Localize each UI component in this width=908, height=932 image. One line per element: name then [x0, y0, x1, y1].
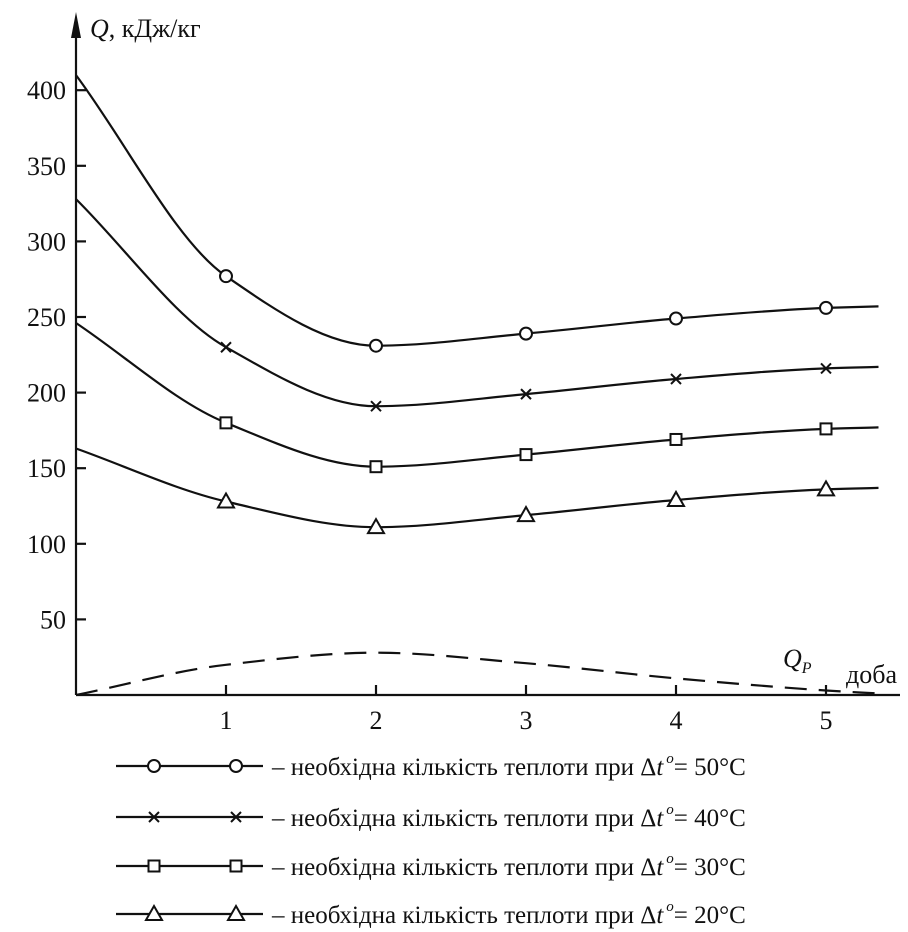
legend-label-suffix: = 20°C [674, 902, 746, 929]
legend: – необхідна кількість теплоти при Δt o= 5… [116, 751, 746, 929]
series-2-point-1 [219, 416, 233, 430]
x-tick-label-5: 5 [820, 706, 833, 735]
legend-label-2: – необхідна кількість теплоти при Δt o= 3… [271, 851, 746, 881]
legend-label-var: t [656, 902, 664, 929]
legend-item-2: – необхідна кількість теплоти при Δt o= 3… [116, 851, 746, 881]
legend-label-prefix: – необхідна кількість теплоти при Δ [271, 902, 656, 929]
y-tick-label-200: 200 [27, 379, 66, 408]
legend-item-1: – необхідна кількість теплоти при Δt o= 4… [116, 802, 746, 832]
legend-marker-0-b [229, 759, 243, 773]
dashed-series-label: QP [783, 644, 812, 677]
series-1 [75, 198, 879, 412]
series-2-point-5 [819, 422, 833, 436]
y-tick-label-250: 250 [27, 303, 66, 332]
series-1-point-3 [520, 388, 532, 400]
series-0-point-1 [219, 269, 233, 284]
legend-label-0: – необхідна кількість теплоти при Δt o= 5… [271, 751, 746, 781]
series-3-point-4 [666, 489, 686, 507]
y-axis-arrow [71, 12, 81, 38]
y-tick-label-350: 350 [27, 152, 66, 181]
y-tick-label-300: 300 [27, 227, 66, 256]
x-tick-label-3: 3 [520, 706, 533, 735]
y-tick-label-100: 100 [27, 530, 66, 559]
y-tick-label-50: 50 [40, 605, 66, 634]
series-0-point-4 [669, 311, 683, 326]
ticks: 50 100 150 200 250 300 350 400 1 2 3 4 5 [27, 76, 833, 735]
legend-label-1: – необхідна кількість теплоти при Δt o= 4… [271, 802, 746, 832]
x-tick-label-1: 1 [220, 706, 233, 735]
legend-label-suffix: = 50°C [674, 754, 746, 781]
y-tick-label-150: 150 [27, 454, 66, 483]
series-line-2 [75, 322, 879, 468]
legend-label-sup: o [666, 851, 674, 867]
legend-label-suffix: = 30°C [674, 854, 746, 881]
legend-marker-1-b [230, 811, 242, 823]
legend-label-prefix: – необхідна кількість теплоти при Δ [271, 754, 656, 781]
x-tick-label-4: 4 [670, 706, 683, 735]
legend-label-suffix: = 40°C [674, 805, 746, 832]
legend-item-3: – необхідна кількість теплоти при Δt o= 2… [116, 899, 746, 929]
dashed-series-line [75, 651, 879, 697]
series-3-point-1 [216, 491, 236, 509]
legend-label-var: t [656, 854, 664, 881]
legend-marker-0-a [147, 759, 161, 773]
series-3-point-2 [366, 517, 386, 535]
legend-label-3: – необхідна кількість теплоти при Δt o= 2… [271, 899, 746, 929]
legend-marker-2-a [147, 859, 161, 873]
series-1-point-4 [670, 373, 682, 385]
series-3-point-3 [516, 505, 536, 523]
axis-titles: Q, кДж/кг доба QP [90, 14, 897, 689]
legend-marker-2-b [229, 859, 243, 873]
legend-label-var: t [656, 754, 664, 781]
dashed-series-label-sub: P [801, 660, 812, 677]
series-2 [75, 322, 879, 474]
x-tick-label-2: 2 [370, 706, 383, 735]
series-0 [75, 74, 879, 353]
series-3 [75, 447, 879, 535]
series-0-point-5 [819, 300, 833, 315]
legend-label-sup: o [666, 899, 674, 915]
dashed-series-label-symbol: Q [783, 644, 802, 673]
series-1-point-5 [820, 362, 832, 375]
x-axis-title: доба [846, 660, 897, 689]
series-2-point-2 [369, 460, 383, 474]
legend-marker-3-a [144, 903, 164, 921]
legend-label-sup: o [666, 751, 674, 767]
series-1-point-1 [220, 341, 232, 353]
y-axis-title: Q, кДж/кг [90, 14, 201, 43]
legend-marker-3-b [226, 903, 246, 921]
series-2-point-3 [519, 448, 533, 462]
legend-label-sup: o [666, 802, 674, 818]
series-3-point-5 [816, 479, 836, 497]
series-2-point-4 [669, 432, 683, 446]
series-layer [75, 74, 879, 697]
legend-label-prefix: – необхідна кількість теплоти при Δ [271, 805, 656, 832]
y-tick-label-400: 400 [27, 76, 66, 105]
y-axis-title-unit: , кДж/кг [109, 14, 201, 43]
series-0-point-2 [369, 338, 383, 353]
legend-marker-1-a [148, 811, 160, 823]
series-0-point-3 [519, 326, 533, 341]
y-axis-title-symbol: Q [90, 14, 109, 43]
legend-label-prefix: – необхідна кількість теплоти при Δ [271, 854, 656, 881]
legend-item-0: – необхідна кількість теплоти при Δt o= 5… [116, 751, 746, 781]
series-line-0 [75, 74, 879, 347]
series-line-1 [75, 198, 879, 408]
series-1-point-2 [370, 400, 382, 412]
axes [71, 12, 900, 697]
legend-label-var: t [656, 805, 664, 832]
